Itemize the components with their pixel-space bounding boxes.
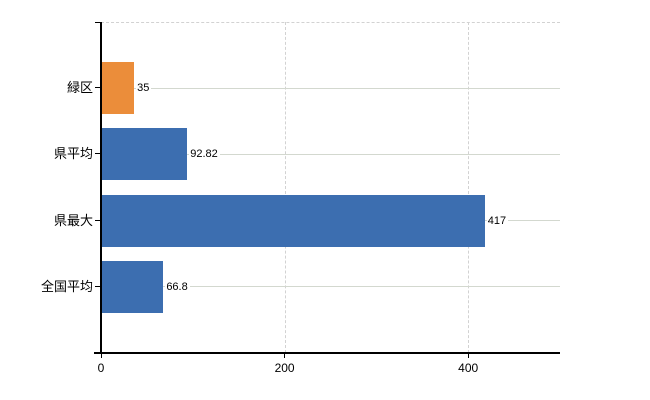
v-gridline (468, 22, 470, 353)
category-label: 県最大 (53, 212, 93, 228)
y-axis-tick (95, 22, 101, 23)
bar (102, 128, 188, 181)
y-axis-tick (95, 87, 101, 89)
v-gridline (284, 22, 286, 353)
h-gridline (101, 153, 560, 155)
plot-top-border (101, 22, 560, 23)
y-axis-tick (95, 219, 101, 221)
x-axis-tick (467, 353, 469, 358)
h-gridline (101, 286, 560, 288)
x-tick-label: 0 (97, 361, 105, 375)
x-axis-tick (284, 353, 286, 358)
h-gridline (101, 87, 560, 89)
y-axis (100, 22, 102, 353)
bar-value-label: 92.82 (189, 147, 220, 162)
x-tick-label: 400 (458, 361, 479, 375)
x-axis (94, 352, 560, 354)
bar-value-label: 35 (136, 81, 152, 96)
bar-value-label: 66.8 (165, 279, 190, 294)
bar (102, 260, 164, 313)
y-axis-tick (95, 153, 101, 155)
category-label: 緑区 (66, 80, 93, 96)
bar (102, 62, 135, 115)
x-axis-tick (100, 353, 102, 358)
y-axis-tick (95, 285, 101, 287)
x-tick-label: 200 (274, 361, 295, 375)
bar (102, 194, 485, 247)
category-label: 県平均 (53, 146, 93, 162)
category-label: 全国平均 (40, 278, 93, 294)
bar-value-label: 417 (486, 213, 509, 228)
